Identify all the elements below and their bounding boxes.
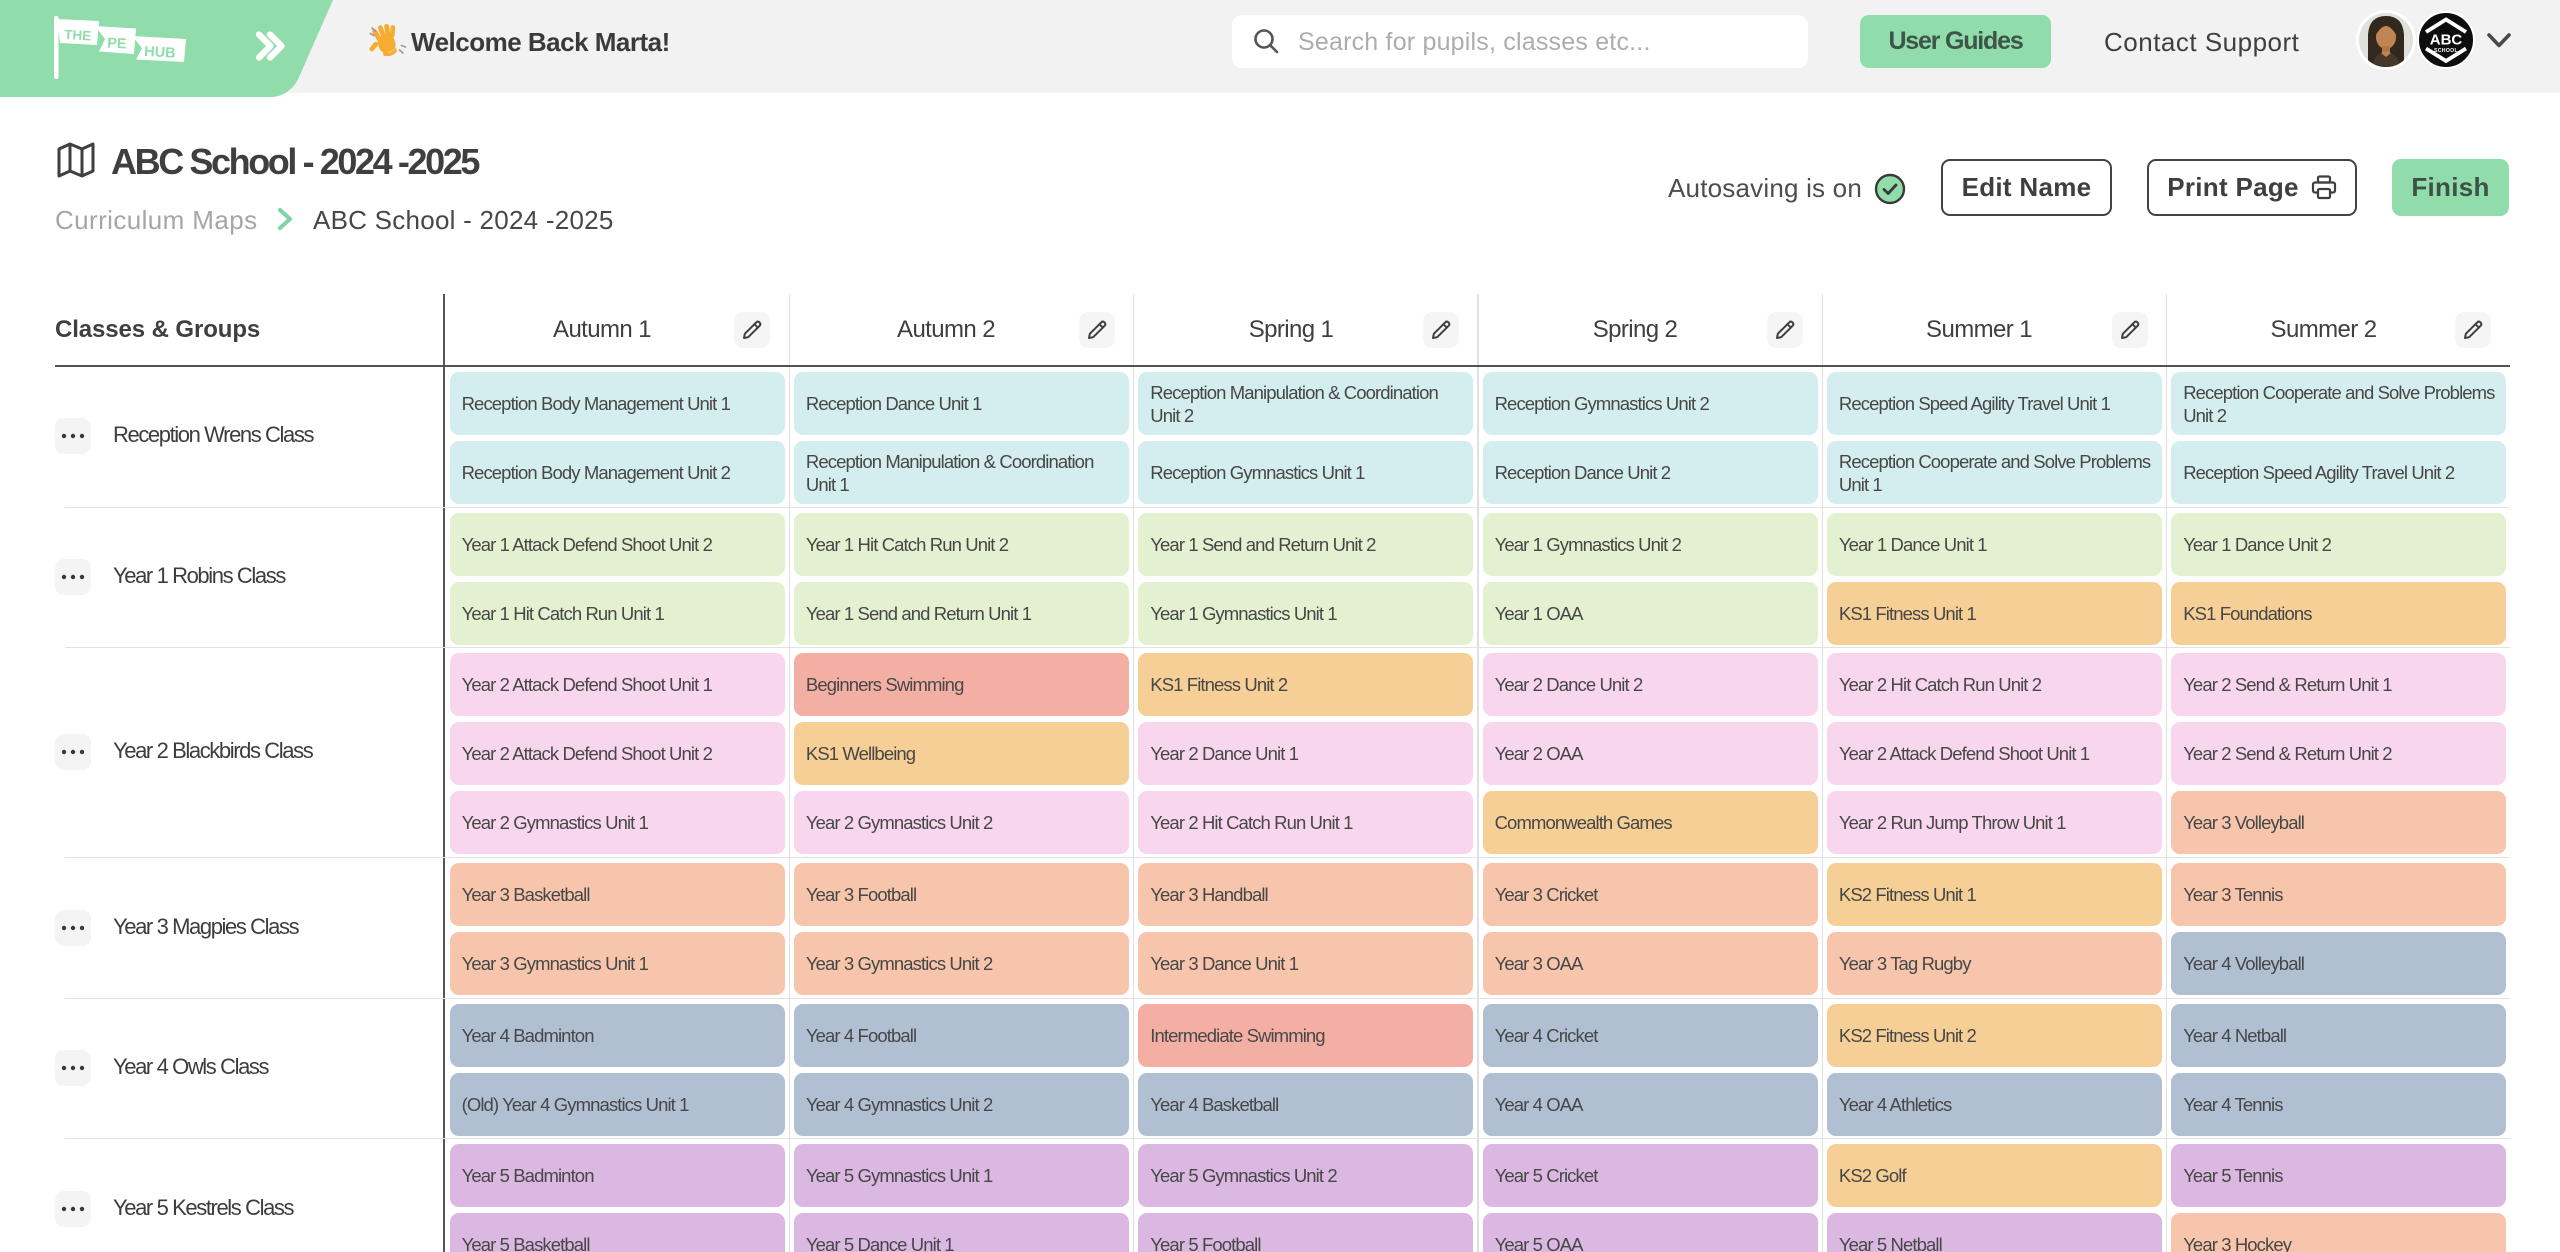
svg-text:ABC: ABC: [2430, 32, 2463, 49]
svg-text:PE: PE: [107, 36, 127, 53]
svg-text:HUB: HUB: [144, 44, 176, 62]
svg-text:THE: THE: [64, 27, 92, 43]
svg-text:SCHOOL: SCHOOL: [2434, 48, 2459, 54]
